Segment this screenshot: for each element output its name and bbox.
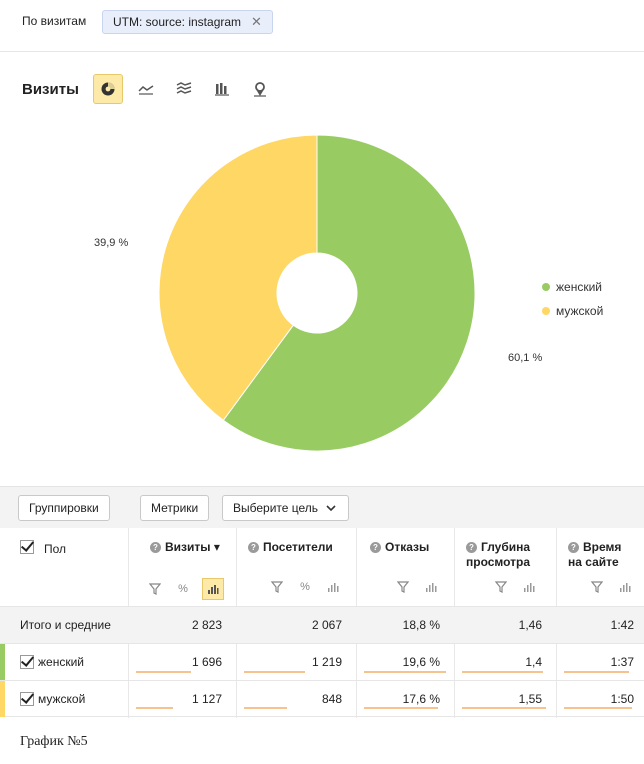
legend-label-female: женский [556, 280, 602, 294]
col-tools-visits: % [146, 578, 224, 600]
legend-dot-female [542, 283, 550, 291]
bar-chart-icon[interactable] [202, 578, 224, 600]
slice-label-male: 39,9 % [94, 237, 129, 249]
cell-depth: 1,4 [525, 655, 542, 669]
bar-chart-icon[interactable] [207, 74, 237, 104]
dimension-checkbox[interactable] [20, 540, 34, 554]
filter-label: По визитам [22, 14, 87, 28]
cell-visits: 1 696 [191, 655, 222, 669]
goal-select-label: Выберите цель [233, 501, 319, 515]
cell-time: 1:37 [610, 655, 634, 669]
percent-icon[interactable]: % [300, 581, 310, 593]
legend-item-female[interactable]: женский [542, 280, 603, 294]
metrics-button[interactable]: Метрики [140, 495, 210, 521]
dimension-header: Пол [44, 542, 67, 556]
slice-label-female: 60,1 % [508, 352, 543, 364]
total-bounces: 18,8 % [402, 618, 440, 632]
legend-label-male: мужской [556, 304, 604, 318]
value-bar [244, 671, 305, 673]
chevron-down-icon [326, 505, 336, 512]
chart-legend: женский мужской [542, 280, 603, 328]
row-color-marker [0, 644, 5, 680]
value-bar [136, 707, 173, 709]
col-header-visitors[interactable]: ? Посетители [248, 540, 333, 555]
pie-chart-svg [158, 134, 476, 452]
sort-icon: ▾ [213, 540, 220, 554]
total-visits: 2 823 [191, 618, 222, 632]
area-chart-icon[interactable] [169, 74, 199, 104]
row-label: женский [38, 655, 84, 669]
cell-bounces: 19,6 % [402, 655, 440, 669]
percent-icon[interactable]: % [178, 583, 188, 595]
figure-caption: График №5 [20, 734, 88, 749]
help-icon[interactable]: ? [370, 542, 381, 553]
row-color-marker [0, 681, 5, 717]
total-depth: 1,46 [518, 618, 542, 632]
col-header-bounces[interactable]: ? Отказы [370, 540, 429, 555]
table-header: Пол ? Визиты ▾ ? Посетители ? Отказы ? Глуби… [0, 528, 644, 606]
table-toolbar: Группировки Метрики Выберите цель [0, 486, 644, 528]
cell-time: 1:50 [610, 692, 634, 706]
map-icon[interactable] [245, 74, 275, 104]
total-label: Итого и средние [20, 618, 111, 632]
table-row-total: Итого и средние 2 823 2 067 18,8 % 1,46 … [0, 606, 644, 643]
filter-chip-label: UTM: source: instagram [113, 15, 242, 29]
col-header-time[interactable]: ? Время на сайте [568, 540, 622, 569]
filter-bar: По визитам UTM: source: instagram ✕ [0, 0, 644, 52]
value-bar [136, 671, 191, 673]
legend-dot-male [542, 307, 550, 315]
value-bar [244, 707, 287, 709]
filter-icon[interactable] [588, 578, 606, 596]
filter-icon[interactable] [268, 578, 286, 596]
cell-depth: 1,55 [518, 692, 542, 706]
close-icon[interactable]: ✕ [251, 14, 262, 29]
total-time: 1:42 [610, 618, 634, 632]
chart-title: Визиты [22, 80, 79, 98]
col-tools-visitors: % [268, 578, 342, 596]
filter-icon[interactable] [146, 580, 164, 598]
filter-chip[interactable]: UTM: source: instagram ✕ [102, 10, 273, 34]
help-icon[interactable]: ? [248, 542, 259, 553]
table-row-female[interactable]: женский 1 696 1 219 19,6 % 1,4 1:37 [0, 643, 644, 680]
col-tools-time [588, 578, 634, 596]
table-row-male[interactable]: мужской 1 127 848 17,6 % 1,55 1:50 [0, 680, 644, 717]
bar-chart-icon[interactable] [422, 578, 440, 596]
col-header-visits[interactable]: ? Визиты ▾ [150, 540, 220, 555]
goal-select[interactable]: Выберите цель [222, 495, 350, 521]
pie-chart-icon[interactable] [92, 74, 123, 104]
value-bar [462, 707, 546, 709]
cell-bounces: 17,6 % [402, 692, 440, 706]
value-bar [462, 671, 543, 673]
bar-chart-icon[interactable] [324, 578, 342, 596]
cell-visits: 1 127 [191, 692, 222, 706]
value-bar [564, 671, 629, 673]
col-header-depth[interactable]: ? Глубина просмотра [466, 540, 531, 569]
help-icon[interactable]: ? [568, 542, 579, 553]
row-checkbox[interactable] [20, 655, 34, 669]
pie-chart: 39,9 % 60,1 % женский мужской [0, 120, 644, 470]
groupings-button[interactable]: Группировки [18, 495, 110, 521]
bar-chart-icon[interactable] [616, 578, 634, 596]
value-bar [364, 671, 446, 673]
col-tools-bounces [394, 578, 440, 596]
bar-chart-icon[interactable] [520, 578, 538, 596]
value-bar [564, 707, 632, 709]
value-bar [364, 707, 438, 709]
row-checkbox[interactable] [20, 692, 34, 706]
pie-slice-женский[interactable] [222, 134, 476, 452]
cell-visitors: 1 219 [311, 655, 342, 669]
pie-slice-мужской[interactable] [158, 134, 318, 421]
line-chart-icon[interactable] [131, 74, 161, 104]
cell-visitors: 848 [321, 692, 342, 706]
col-tools-depth [492, 578, 538, 596]
help-icon[interactable]: ? [150, 542, 161, 553]
legend-item-male[interactable]: мужской [542, 304, 603, 318]
filter-icon[interactable] [394, 578, 412, 596]
row-label: мужской [38, 692, 86, 706]
help-icon[interactable]: ? [466, 542, 477, 553]
filter-icon[interactable] [492, 578, 510, 596]
chart-header: Визиты [22, 74, 283, 104]
total-visitors: 2 067 [311, 618, 342, 632]
